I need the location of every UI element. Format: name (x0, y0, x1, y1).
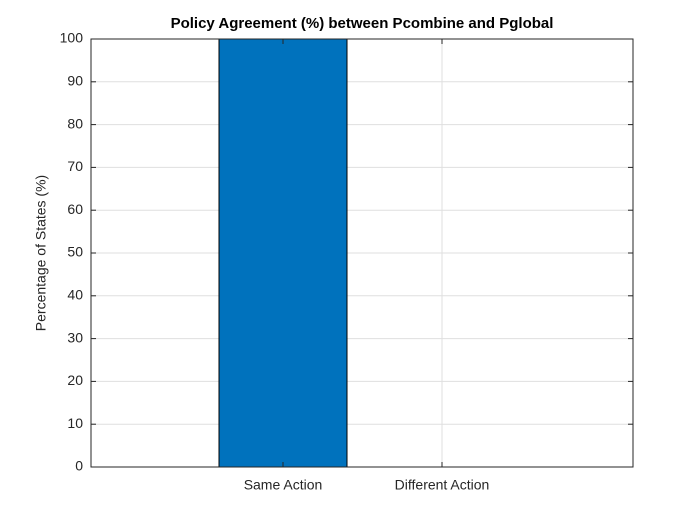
y-tick-label: 0 (75, 458, 83, 474)
y-tick-label: 90 (67, 73, 83, 89)
chart-title: Policy Agreement (%) between Pcombine an… (171, 15, 554, 32)
y-tick-label: 80 (67, 115, 83, 131)
y-tick-label: 60 (67, 201, 83, 217)
y-tick-label: 70 (67, 158, 83, 174)
y-tick-label: 20 (67, 372, 83, 388)
bar (218, 38, 348, 468)
x-tick-label: Different Action (395, 477, 490, 493)
y-tick-label: 50 (67, 244, 83, 260)
y-tick-label: 10 (67, 415, 83, 431)
y-axis-label: Percentage of States (%) (33, 175, 49, 331)
y-tick-label: 30 (67, 329, 83, 345)
y-tick-label: 100 (60, 30, 84, 46)
y-tick-label: 40 (67, 287, 83, 303)
x-tick-label: Same Action (244, 477, 323, 493)
